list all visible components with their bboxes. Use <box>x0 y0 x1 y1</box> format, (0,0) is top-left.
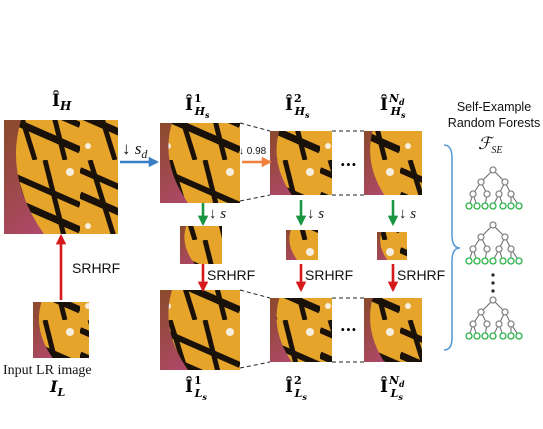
ls-label-1: Î1 Ls <box>185 374 207 402</box>
down-s-label-2: ↓ s <box>307 206 324 222</box>
ellipsis-top: ··· <box>340 155 357 174</box>
tree-ellipsis-dot <box>491 273 495 277</box>
srhrf-label-1: SRHRF <box>207 267 255 283</box>
dashed-connectors <box>239 122 364 369</box>
hs-image-2 <box>270 131 332 195</box>
forest-symbol: ℱSE <box>478 134 502 156</box>
brace <box>443 144 461 351</box>
ellipsis-bottom: ··· <box>340 320 357 339</box>
ls-image-n <box>364 298 422 362</box>
hs-label-1: Î1 Hs <box>185 92 210 120</box>
tree-ellipsis-dot <box>491 281 495 285</box>
ls-small-image-1 <box>180 226 222 264</box>
srhrf-label-3: SRHRF <box>397 267 445 283</box>
ls-label-n: ÎNd Ls <box>380 374 405 402</box>
lr-input-image <box>33 302 89 358</box>
labels: ÎH Î1 Hs Î2 Hs ÎNd Hs Î1 Ls Î2 Ls ÎNd Ls Input… <box>3 90 540 402</box>
ls-image-2 <box>270 298 332 362</box>
srhrf-label-2: SRHRF <box>305 267 353 283</box>
ls-small-image-2 <box>286 230 318 260</box>
srhrf-label-main: SRHRF <box>72 260 120 276</box>
decision-tree-3 <box>465 296 523 340</box>
ls-image-1 <box>160 290 240 370</box>
image-group <box>4 120 422 370</box>
hr-image-label: ÎH <box>52 90 72 113</box>
hs-image-1 <box>160 123 240 203</box>
hr-image <box>4 120 118 234</box>
hs-label-n: ÎNd Hs <box>380 92 406 120</box>
hs-image-n <box>364 131 422 195</box>
tree-ellipsis-dot <box>491 289 495 293</box>
down-s-label-3: ↓ s <box>399 206 416 222</box>
hs-label-2: Î2 Hs <box>285 92 310 120</box>
decision-tree-1 <box>465 166 523 210</box>
factor-label: ↓ 0.98 <box>239 146 267 157</box>
forest-title-line2: Random Forests <box>448 116 540 130</box>
input-lr-symbol: IL <box>49 377 65 399</box>
input-lr-caption: Input LR image <box>3 363 92 378</box>
arrows <box>55 156 399 300</box>
decision-tree-2 <box>465 221 523 265</box>
ls-label-2: Î2 Ls <box>285 374 307 402</box>
down-s-label-1: ↓ s <box>209 206 226 222</box>
random-forest <box>465 166 523 340</box>
ls-small-image-n <box>377 232 407 260</box>
down-sd-label: ↓ sd <box>122 139 148 161</box>
forest-title-line1: Self-Example <box>457 100 531 114</box>
